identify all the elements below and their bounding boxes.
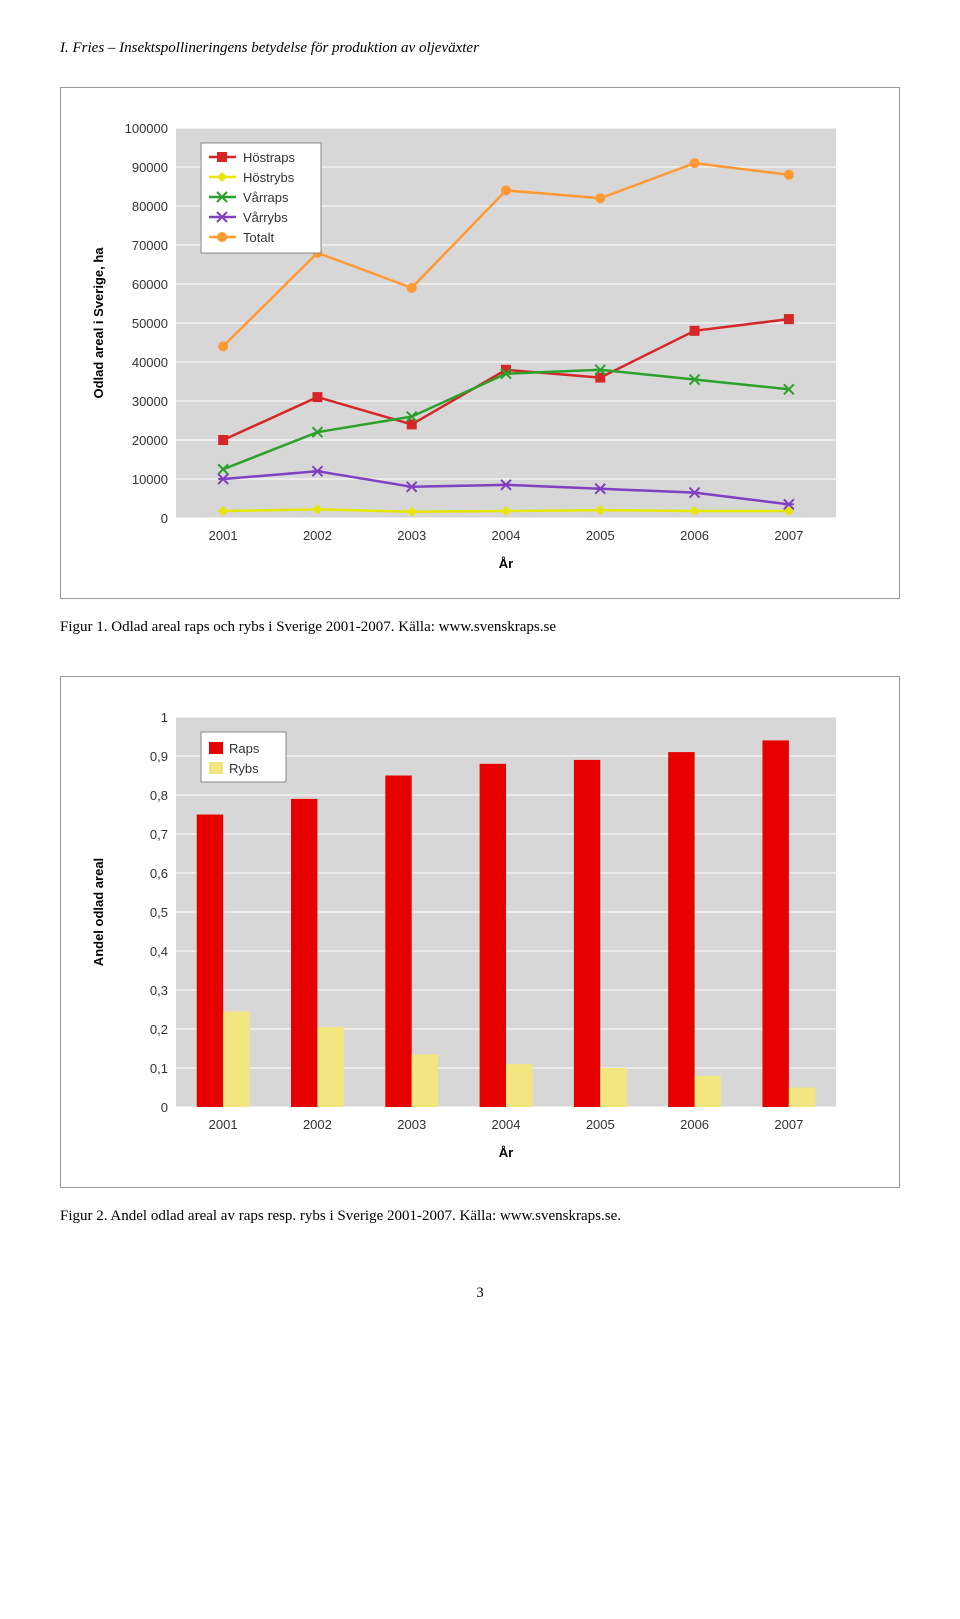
svg-text:Höstraps: Höstraps — [243, 150, 296, 165]
figure-1-caption: Figur 1. Odlad areal raps och rybs i Sve… — [60, 619, 900, 636]
svg-text:2007: 2007 — [774, 528, 803, 543]
svg-text:Totalt: Totalt — [243, 230, 274, 245]
svg-text:2004: 2004 — [492, 1117, 521, 1132]
svg-text:2006: 2006 — [680, 1117, 709, 1132]
svg-text:2002: 2002 — [303, 1117, 332, 1132]
svg-text:2003: 2003 — [397, 1117, 426, 1132]
svg-text:0,7: 0,7 — [150, 827, 168, 842]
svg-text:0: 0 — [161, 511, 168, 526]
svg-text:2005: 2005 — [586, 528, 615, 543]
svg-text:90000: 90000 — [132, 160, 168, 175]
svg-text:Vårraps: Vårraps — [243, 190, 289, 205]
figure-1-chart: 0 10000 20000 30000 40000 50000 60000 70000 8000… — [60, 87, 900, 599]
svg-text:0,3: 0,3 — [150, 983, 168, 998]
svg-text:0,5: 0,5 — [150, 905, 168, 920]
svg-text:År: År — [499, 1145, 513, 1160]
svg-text:2007: 2007 — [774, 1117, 803, 1132]
svg-text:10000: 10000 — [132, 472, 168, 487]
svg-text:100000: 100000 — [125, 121, 168, 136]
svg-text:2001: 2001 — [209, 528, 238, 543]
page-header: I. Fries – Insektspollineringens betydel… — [60, 40, 900, 57]
svg-text:40000: 40000 — [132, 355, 168, 370]
svg-text:60000: 60000 — [132, 277, 168, 292]
svg-text:Odlad areal i Sverige, ha: Odlad areal i Sverige, ha — [91, 247, 106, 399]
svg-text:År: År — [499, 556, 513, 571]
svg-text:0,6: 0,6 — [150, 866, 168, 881]
svg-text:70000: 70000 — [132, 238, 168, 253]
svg-text:Andel odlad areal: Andel odlad areal — [91, 858, 106, 966]
svg-text:2003: 2003 — [397, 528, 426, 543]
svg-text:Raps: Raps — [229, 741, 260, 756]
svg-text:50000: 50000 — [132, 316, 168, 331]
svg-text:80000: 80000 — [132, 199, 168, 214]
svg-text:2001: 2001 — [209, 1117, 238, 1132]
svg-text:0,2: 0,2 — [150, 1022, 168, 1037]
svg-text:2006: 2006 — [680, 528, 709, 543]
svg-text:0,8: 0,8 — [150, 788, 168, 803]
page-number: 3 — [60, 1285, 900, 1302]
svg-text:0,1: 0,1 — [150, 1061, 168, 1076]
svg-text:2004: 2004 — [492, 528, 521, 543]
svg-text:Rybs: Rybs — [229, 761, 259, 776]
svg-text:0: 0 — [161, 1100, 168, 1115]
svg-text:Höstrybs: Höstrybs — [243, 170, 295, 185]
figure-2-caption: Figur 2. Andel odlad areal av raps resp.… — [60, 1208, 900, 1225]
figure-2-chart: 0 0,1 0,2 0,3 0,4 0,5 0,6 0,7 0,8 0,9 1 2001 2002 200… — [60, 676, 900, 1188]
svg-text:2002: 2002 — [303, 528, 332, 543]
svg-text:2005: 2005 — [586, 1117, 615, 1132]
svg-text:1: 1 — [161, 710, 168, 725]
svg-text:30000: 30000 — [132, 394, 168, 409]
svg-text:0,4: 0,4 — [150, 944, 168, 959]
svg-text:0,9: 0,9 — [150, 749, 168, 764]
svg-text:Vårrybs: Vårrybs — [243, 210, 288, 225]
svg-text:20000: 20000 — [132, 433, 168, 448]
